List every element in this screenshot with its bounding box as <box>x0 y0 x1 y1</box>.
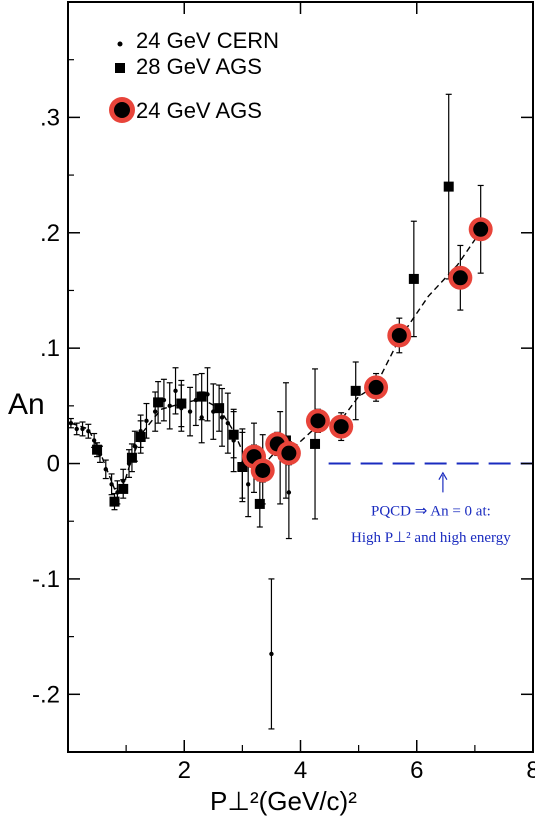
point-ags-24gev <box>333 419 349 435</box>
x-tick-label: 4 <box>294 757 307 784</box>
y-tick-label: 0 <box>47 451 60 478</box>
point-ags-28gev <box>196 391 207 402</box>
error-bars-group <box>67 93 484 730</box>
point-ags-28gev <box>254 498 265 509</box>
point-ags-28gev <box>135 432 146 442</box>
x-tick-label: 6 <box>410 757 423 784</box>
point-ags-28gev <box>408 273 419 284</box>
point-ags-28gev <box>350 385 361 396</box>
y-tick-label: -.1 <box>32 566 60 593</box>
point-cern-24gev <box>167 403 172 409</box>
point-cern-24gev <box>109 482 114 487</box>
y-tick-label: -.2 <box>32 681 60 708</box>
y-tick-label: .3 <box>40 104 60 131</box>
point-cern-24gev <box>173 388 178 394</box>
point-ags-24gev <box>310 413 326 429</box>
legend-marker-ags-28gev <box>115 63 125 73</box>
point-cern-24gev <box>80 426 85 432</box>
legend-label: 28 GeV AGS <box>136 54 262 79</box>
point-cern-24gev <box>103 467 108 472</box>
point-ags-28gev <box>118 483 129 494</box>
point-ags-28gev <box>153 397 164 408</box>
point-cern-24gev <box>68 420 74 426</box>
legend-marker-ags-24gev <box>114 102 130 118</box>
legend-marker-cern-24gev <box>117 41 123 47</box>
y-axis-label: An <box>8 388 45 421</box>
x-tick-label: 8 <box>526 757 535 784</box>
point-cern-24gev <box>269 651 274 657</box>
point-cern-24gev <box>152 409 158 414</box>
pqcd-note-line2: High P⊥² and high energy <box>351 530 511 546</box>
axes-group: 2 4 6 8 .3 .2 .1 0 -.1 -.2 <box>32 1 535 784</box>
point-ags-28gev <box>237 462 248 472</box>
point-ags-24gev <box>368 379 384 395</box>
point-ags-28gev <box>176 398 187 409</box>
point-ags-28gev <box>443 181 454 192</box>
pqcd-annotation-group: PQCD ⇒ An = 0 at: High P⊥² and high energ… <box>328 462 533 546</box>
point-cern-24gev <box>91 438 97 443</box>
point-ags-28gev <box>310 438 321 449</box>
point-ags-28gev <box>126 452 137 463</box>
point-cern-24gev <box>132 444 138 449</box>
point-ags-24gev <box>281 445 297 461</box>
point-cern-24gev <box>225 420 231 426</box>
pqcd-note-line1: PQCD ⇒ An = 0 at: <box>371 503 491 519</box>
axis-labels-group: An P⊥²(GeV/c)² <box>8 388 357 816</box>
point-ags-24gev <box>255 462 271 478</box>
point-ags-28gev <box>228 429 239 440</box>
x-axis-label: P⊥²(GeV/c)² <box>210 786 357 816</box>
legend-label: 24 GeV AGS <box>136 98 262 123</box>
point-cern-24gev <box>121 478 126 484</box>
point-ags-28gev <box>214 403 225 414</box>
point-cern-24gev <box>245 482 251 487</box>
y-tick-label: .2 <box>40 220 60 247</box>
point-ags-28gev <box>92 444 103 455</box>
pqcd-arrow-head <box>438 471 448 480</box>
y-tick-label: .1 <box>40 335 60 362</box>
point-cern-24gev <box>74 426 79 432</box>
point-ags-28gev <box>109 496 120 507</box>
point-ags-24gev <box>473 221 489 237</box>
point-cern-24gev <box>187 409 193 414</box>
point-cern-24gev <box>144 418 149 424</box>
point-ags-24gev <box>391 327 407 343</box>
point-ags-24gev <box>452 270 468 286</box>
point-cern-24gev <box>199 415 204 420</box>
point-cern-24gev <box>219 415 225 420</box>
legend-label: 24 GeV CERN <box>136 28 279 53</box>
x-tick-label: 2 <box>178 757 191 784</box>
point-cern-24gev <box>86 429 91 434</box>
data-points-group <box>68 181 493 657</box>
point-cern-24gev <box>286 490 292 495</box>
